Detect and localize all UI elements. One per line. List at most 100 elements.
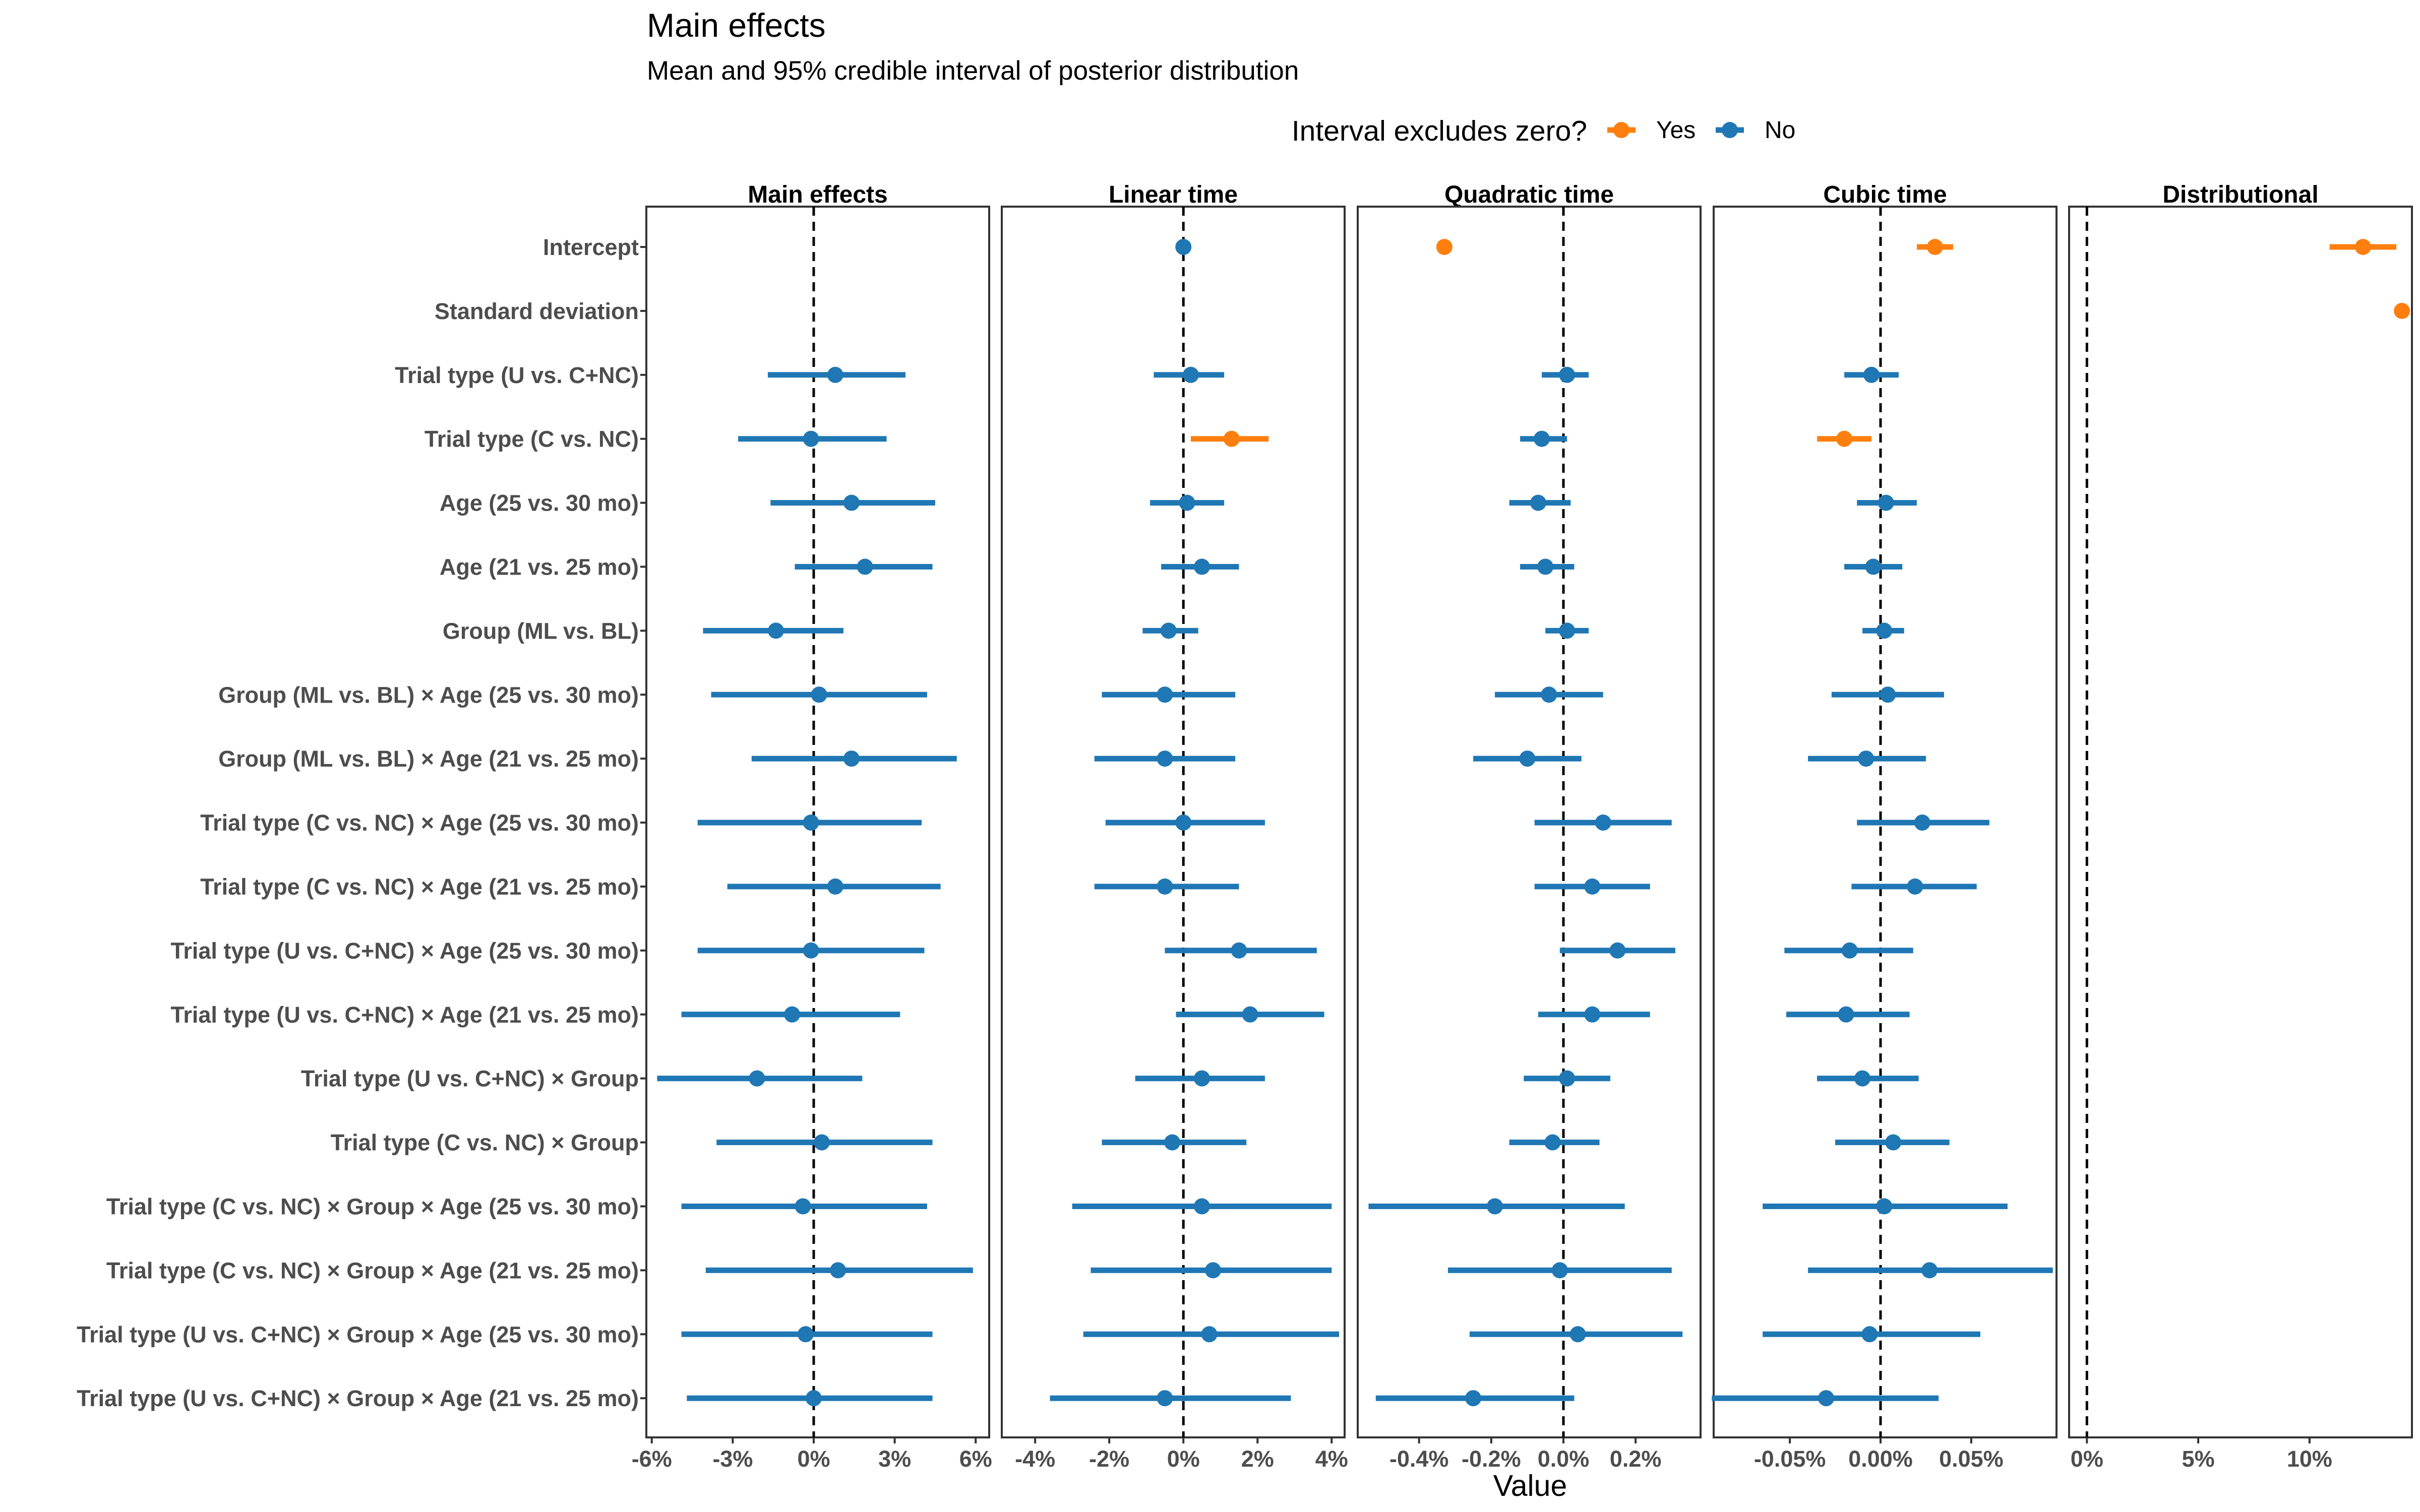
posterior-mean-point [1885,1134,1902,1151]
facet-main-effects: Main effects -6% -3% 0% 3% 6% [632,181,992,1472]
posterior-mean-point [827,878,843,895]
estimate-trial-type-u-vs-c-nc-age-25-vs-30-mo [1165,942,1317,959]
posterior-mean-point [1193,1070,1210,1087]
estimate-trial-type-c-vs-nc-age-21-vs-25-mo [1094,878,1239,895]
estimate-trial-type-c-vs-nc-age-21-vs-25-mo [1851,878,1977,895]
posterior-mean-point [1175,814,1192,831]
posterior-mean-point [1201,1326,1218,1343]
posterior-mean-point [1926,239,1943,255]
posterior-mean-point [1841,942,1858,959]
posterior-mean-point [2354,239,2371,255]
estimate-trial-type-c-vs-nc-group [1102,1134,1247,1151]
x-tick-label: 2% [1241,1446,1274,1472]
posterior-mean-point [1584,1006,1601,1023]
posterior-mean-point [1907,878,1923,895]
estimate-intercept [1175,239,1192,255]
estimate-trial-type-c-vs-nc-group-age-25-vs-30-mo [1763,1198,2008,1215]
estimate-age-21-vs-25-mo [1844,558,1903,575]
posterior-mean-point [803,814,819,831]
estimate-trial-type-c-vs-nc [1520,430,1567,447]
estimate-group-ml-vs-bl-age-25-vs-30-mo [1102,686,1236,703]
posterior-mean-point [1193,558,1210,575]
facet-linear-time: Linear time -4% -2% 0% 2% 4% [1001,181,1348,1472]
estimate-trial-type-c-vs-nc-age-25-vs-30-mo [1857,814,1989,831]
x-axis-title: Value [1493,1469,1567,1502]
estimate-trial-type-c-vs-nc-group-age-25-vs-30-mo [1072,1198,1332,1215]
posterior-mean-point [749,1070,765,1087]
legend-no-label: No [1765,117,1795,144]
panel-border [2068,206,2413,1438]
posterior-mean-point [784,1006,801,1023]
posterior-mean-point [1436,239,1453,255]
estimate-standard-deviation [2394,302,2410,319]
posterior-mean-point [1193,1198,1210,1215]
x-tick-label: 0.05% [1939,1446,2004,1472]
row-label-standard-deviation: Standard deviation [435,298,639,324]
x-tick-label: -3% [712,1446,753,1472]
posterior-mean-point [1465,1390,1482,1407]
posterior-mean-point [1205,1262,1222,1279]
estimate-trial-type-u-vs-c-nc-group-age-25-vs-30-mo [1469,1326,1683,1343]
facet-quadratic-time: Quadratic time -0.4% -0.2% 0.0% 0.2% [1357,181,1702,1472]
chart-subtitle: Mean and 95% credible interval of poster… [647,56,1299,86]
posterior-mean-point [1537,558,1554,575]
x-tick-label: 0% [1167,1446,1200,1472]
x-tick-label: 5% [2182,1446,2215,1472]
estimate-trial-type-u-vs-c-nc-group [657,1070,863,1087]
estimate-group-ml-vs-bl-age-21-vs-25-mo [1094,750,1236,767]
facet-distributional: Distributional 0% 5% 10% [2068,181,2413,1472]
estimate-age-25-vs-30-mo [1150,494,1225,511]
posterior-mean-point [1854,1070,1871,1087]
x-tick-label: -0.4% [1389,1446,1449,1472]
estimate-trial-type-u-vs-c-nc [1154,366,1225,383]
posterior-mean-point [1914,814,1930,831]
posterior-mean-point [795,1198,811,1215]
posterior-mean-point [1530,494,1546,511]
estimate-age-21-vs-25-mo [1520,558,1575,575]
posterior-mean-point [1182,366,1199,383]
estimate-trial-type-c-vs-nc-age-25-vs-30-mo [697,814,922,831]
posterior-mean-point [2394,302,2410,319]
posterior-mean-point [843,494,860,511]
estimate-intercept [1436,239,1453,255]
x-tick-label: 0% [797,1446,830,1472]
row-label-trial-type-c-vs-nc-group: Trial type (C vs. NC) × Group [331,1130,639,1156]
x-tick-label: -4% [1015,1446,1055,1472]
posterior-mean-point [811,686,827,703]
posterior-mean-point [803,942,819,959]
posterior-mean-point [827,366,843,383]
estimate-age-21-vs-25-mo [795,558,933,575]
estimate-group-ml-vs-bl [1862,622,1904,639]
x-tick-label: -0.2% [1462,1446,1521,1472]
estimate-group-ml-vs-bl [703,622,843,639]
posterior-mean-point [1921,1262,1938,1279]
facet-title: Quadratic time [1444,181,1614,208]
row-label-age-21-vs-25-mo: Age (21 vs. 25 mo) [440,554,639,580]
estimate-age-25-vs-30-mo [1857,494,1917,511]
estimate-trial-type-c-vs-nc-group [716,1134,933,1151]
posterior-mean-point [797,1326,814,1343]
posterior-mean-point [1609,942,1626,959]
estimate-trial-type-u-vs-c-nc-group-age-21-vs-25-mo [1375,1390,1575,1407]
posterior-mean-point [1836,430,1853,447]
posterior-mean-point [1865,558,1882,575]
estimate-trial-type-c-vs-nc-group-age-25-vs-30-mo [1368,1198,1625,1215]
posterior-mean-point [1160,622,1177,639]
estimate-trial-type-c-vs-nc [1190,430,1269,447]
estimate-trial-type-u-vs-c-nc-group-age-21-vs-25-mo [1712,1390,1939,1407]
estimate-trial-type-u-vs-c-nc-age-21-vs-25-mo [1176,1006,1324,1023]
posterior-mean-point [1487,1198,1503,1215]
posterior-mean-point [1157,750,1173,767]
row-label-group-ml-vs-bl: Group (ML vs. BL) [443,618,639,644]
estimate-trial-type-c-vs-nc-group-age-21-vs-25-mo [705,1262,973,1279]
row-label-trial-type-c-vs-nc-group-age-25-vs-30-mo: Trial type (C vs. NC) × Group × Age (25 … [106,1194,639,1220]
row-label-trial-type-c-vs-nc-age-21-vs-25-mo: Trial type (C vs. NC) × Age (21 vs. 25 m… [200,874,639,900]
posterior-mean-point [814,1134,830,1151]
x-tick-label: -2% [1089,1446,1129,1472]
posterior-mean-point [1223,430,1240,447]
estimate-trial-type-u-vs-c-nc-group [1135,1070,1265,1087]
estimate-trial-type-c-vs-nc [738,430,887,447]
x-tick-label: 4% [1315,1446,1348,1472]
row-label-intercept: Intercept [543,234,639,260]
